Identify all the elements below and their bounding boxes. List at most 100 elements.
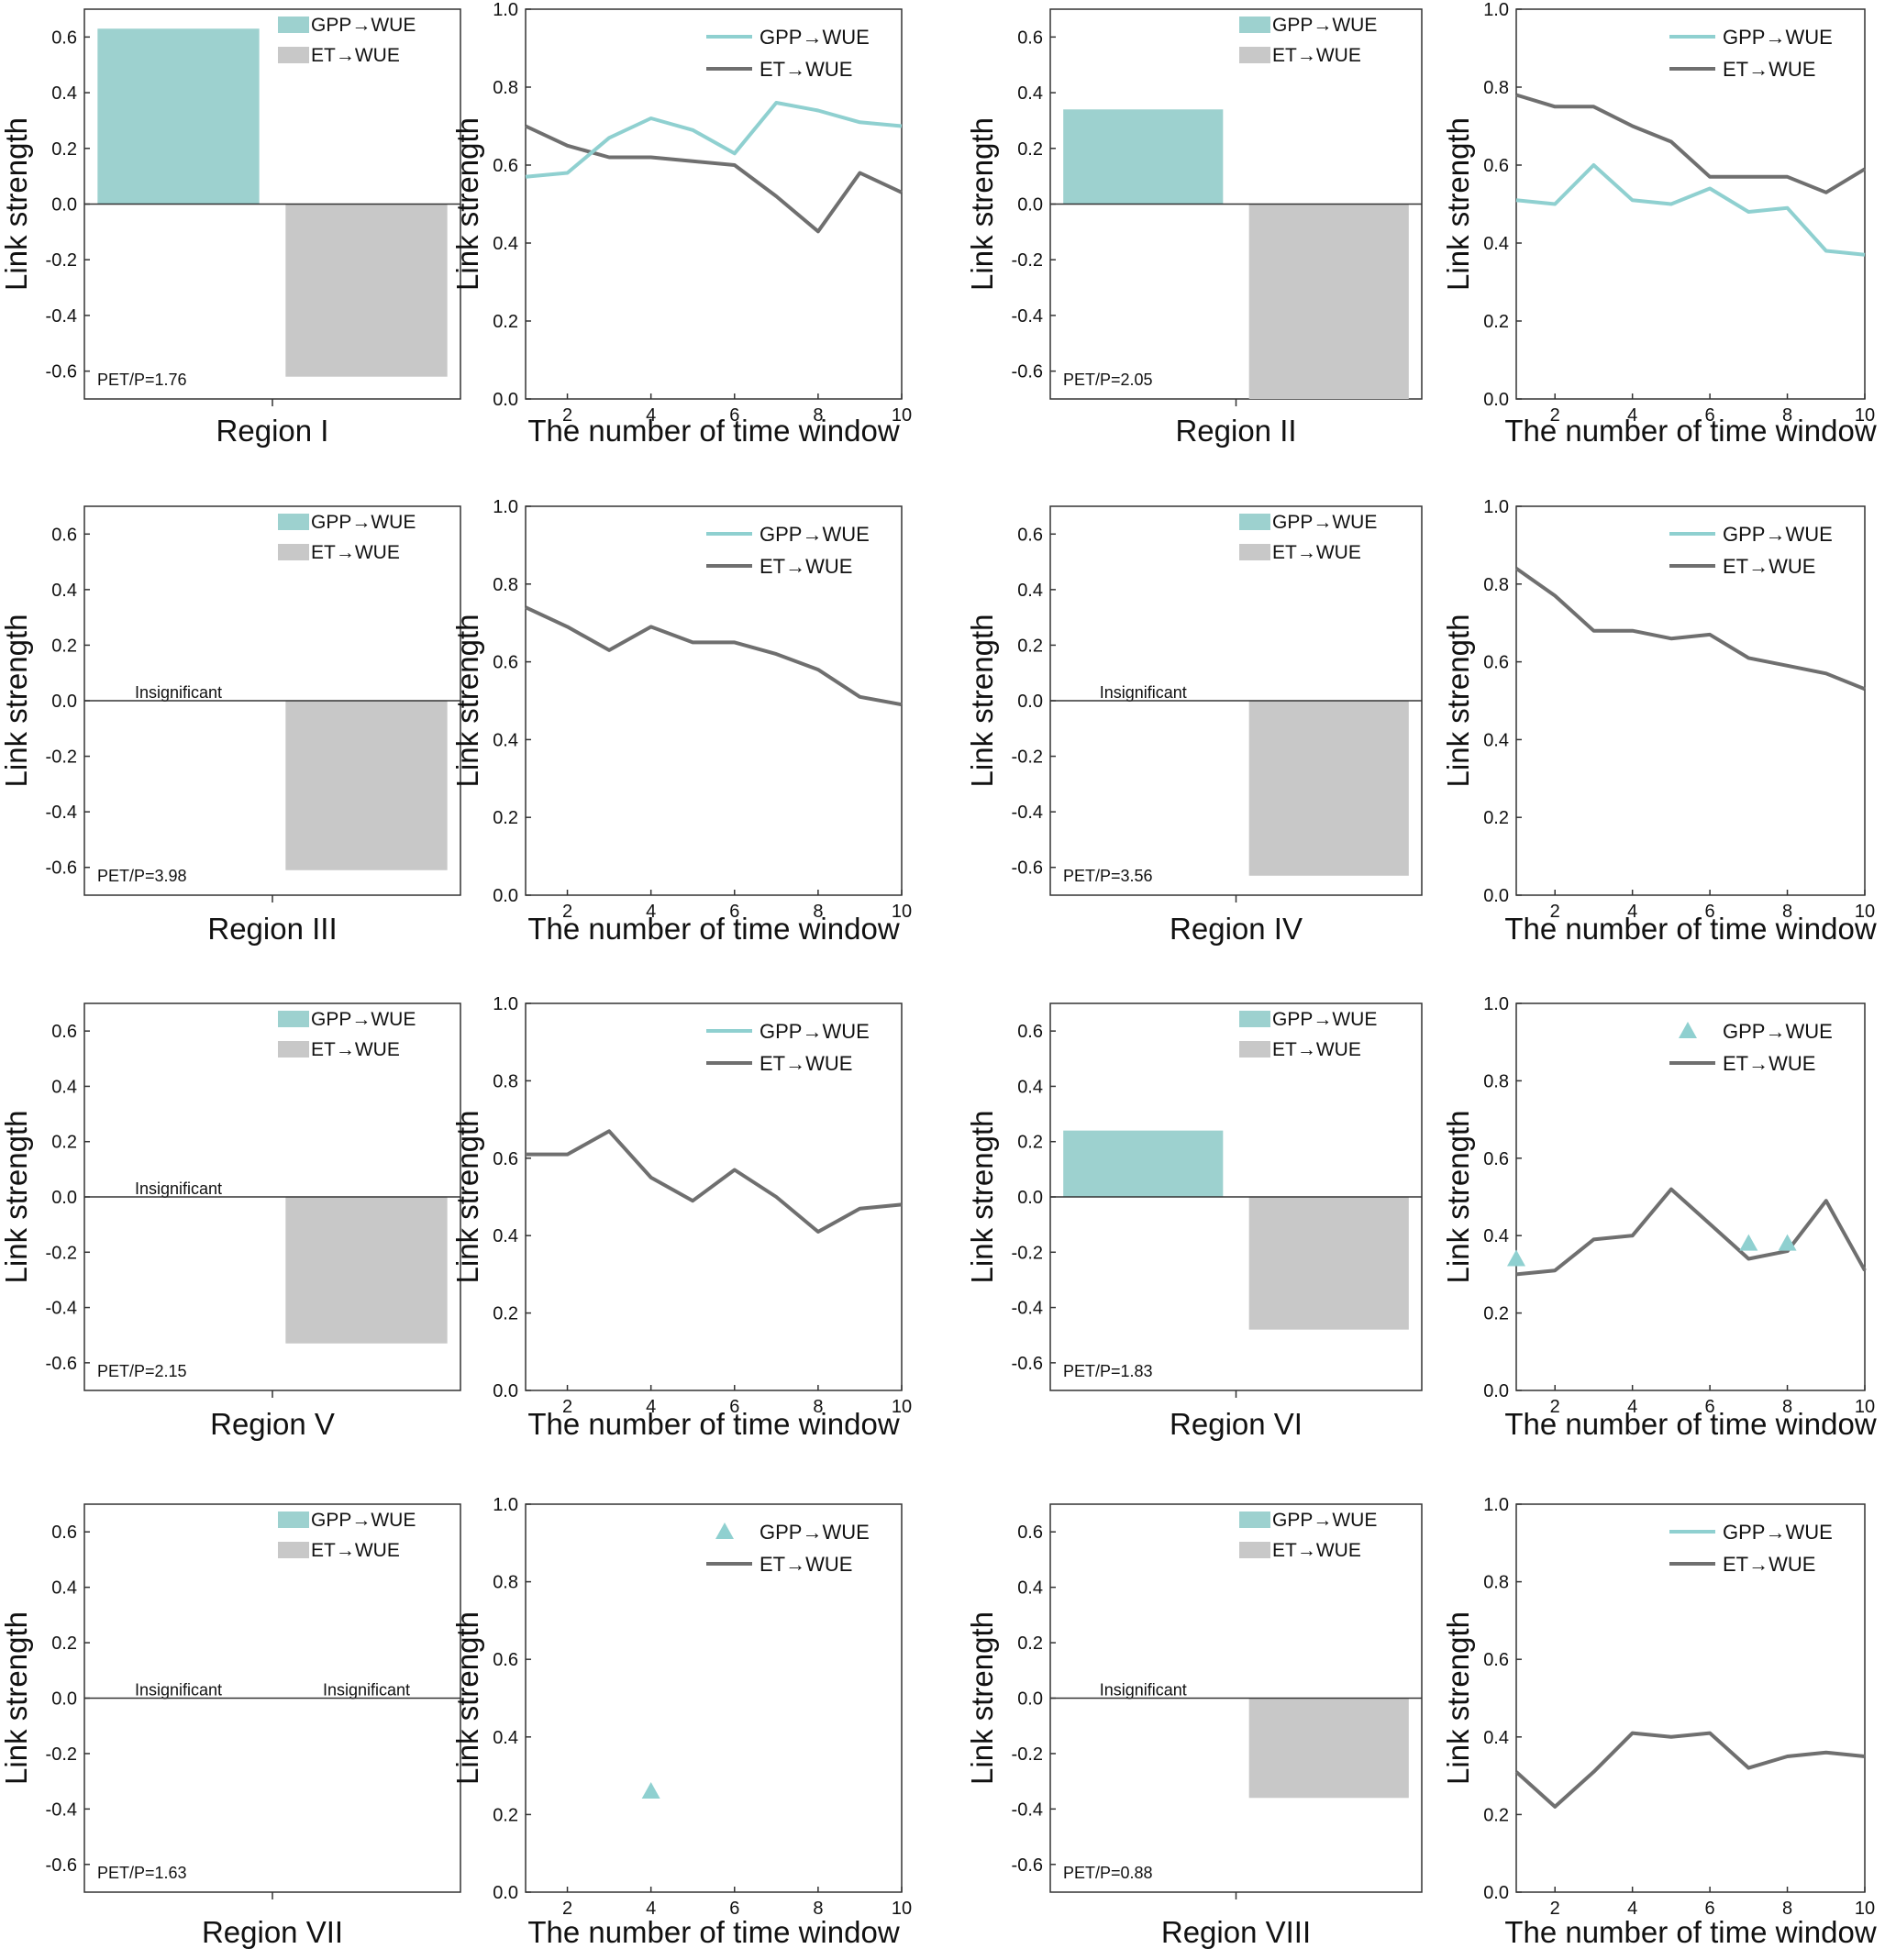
legend-gpp-swatch [1239,1011,1270,1027]
y-axis-label: Link strength [0,615,33,788]
y-tick-label: 0.4 [1483,1728,1509,1748]
y-axis-label: Link strength [1441,117,1475,291]
y-tick-label: 0.6 [1017,1523,1043,1543]
region-title: Region III [207,912,337,946]
legend-gpp-label: GPP→WUE [1272,512,1377,533]
plot-frame [1515,505,1866,896]
y-tick-label: 0.6 [1017,525,1043,545]
legend-gpp-label: GPP→WUE [760,26,870,49]
legend-gpp-label: GPP→WUE [311,1009,416,1030]
r5-line-panel: 0.0 0.2 0.4 0.6 0.8 1.0 2 4 6 8 10 GPP→WUE ET→WUE Lin… [450,994,912,1441]
y-tick-label: 0.2 [1483,1805,1509,1825]
r7-bar-panel: 0.6 0.4 0.2 0.0 -0.2 -0.4 -0.6 Insignificant Ins… [0,1503,461,1949]
legend-gpp-label: GPP→WUE [311,512,416,533]
legend-gpp-label: GPP→WUE [1272,15,1377,36]
insignificant-label: Insignificant [1100,683,1187,702]
x-tick-label: 2 [1550,902,1560,922]
y-tick-label: 0.4 [493,234,518,254]
legend-et-swatch [1239,544,1270,560]
y-tick-label: 0.2 [493,1805,518,1825]
x-tick-label: 2 [562,1899,572,1919]
x-tick-label: 8 [1782,902,1792,922]
x-tick-label: 10 [1855,1397,1875,1417]
insignificant-label: Insignificant [135,683,222,702]
y-tick-label: 0.2 [1017,1633,1043,1654]
r1-line-panel: 0.0 0.2 0.4 0.6 0.8 1.0 2 4 6 8 10 GPP→WUE ET→WUE Lin… [450,0,912,448]
y-tick-label: 0.2 [1483,1304,1509,1324]
y-axis-label: Link strength [450,1611,484,1785]
y-tick-label: -0.6 [1012,362,1043,382]
pet-ratio-label: PET/P=3.56 [1063,867,1153,885]
y-tick-label: 0.4 [493,1728,518,1748]
legend-et-label: ET→WUE [1723,58,1815,81]
x-axis-label: The number of time window [527,1915,900,1949]
y-tick-label: -0.4 [46,1799,77,1820]
y-tick-label: 0.6 [493,1149,518,1169]
y-axis-label: Link strength [0,117,33,291]
et-series-line [1514,1731,1866,1809]
x-tick-label: 2 [1550,405,1560,426]
gpp-bar [97,28,260,205]
pet-ratio-label: PET/P=1.76 [97,371,187,389]
legend-gpp-swatch [278,1512,309,1528]
x-axis-label: The number of time window [1504,1915,1877,1949]
gpp-marker [1778,1234,1797,1251]
r3-bar-panel: 0.6 0.4 0.2 0.0 -0.2 -0.4 -0.6 Insignificant GPP… [0,505,461,946]
x-tick-label: 10 [892,405,912,426]
x-tick-label: 8 [1782,1397,1792,1417]
legend-gpp-label: GPP→WUE [760,523,870,546]
y-tick-label: 0.8 [1483,1071,1509,1091]
et-series-line [1515,1187,1867,1277]
et-bar [1248,701,1409,876]
pet-ratio-label: PET/P=2.15 [97,1362,187,1380]
x-tick-label: 8 [813,902,823,922]
y-tick-label: -0.4 [46,1299,77,1319]
x-tick-label: 6 [1705,902,1715,922]
y-tick-label: 0.4 [1483,730,1509,750]
y-tick-label: 0.4 [1483,1226,1509,1246]
legend-gpp-swatch [1239,17,1270,33]
y-tick-label: 0.6 [1483,653,1509,673]
legend-gpp-label: GPP→WUE [1272,1009,1377,1030]
y-tick-label: 0.6 [1483,1650,1509,1670]
y-tick-label: 0.2 [51,1133,77,1153]
gpp-bar [1063,109,1224,205]
legend-gpp-swatch [278,1011,309,1027]
y-tick-label: -0.6 [46,1855,77,1876]
y-tick-label: 0.8 [1483,575,1509,595]
legend-gpp-swatch [278,514,309,530]
y-tick-label: 0.8 [493,78,518,98]
r1-bar-panel: 0.6 0.4 0.2 0.0 -0.2 -0.4 -0.6 GPP→WUE ET→WUE PET… [0,8,461,448]
y-tick-label: 0.2 [51,139,77,160]
y-tick-label: 1.0 [1483,994,1509,1014]
legend-et-label: ET→WUE [311,1540,400,1561]
y-tick-label: -0.6 [1012,1855,1043,1876]
plot-frame [1515,1002,1866,1391]
gpp-marker [1739,1234,1758,1251]
r8-bar-panel: 0.6 0.4 0.2 0.0 -0.2 -0.4 -0.6 Insignificant GPP… [965,1503,1423,1949]
gpp-series-line [525,101,903,179]
y-tick-label: 0.2 [1483,808,1509,828]
y-axis-label: Link strength [965,615,999,788]
legend-gpp-label: GPP→WUE [1723,1521,1833,1544]
legend-gpp-marker [1679,1022,1697,1038]
r2-bar-panel: 0.6 0.4 0.2 0.0 -0.2 -0.4 -0.6 GPP→WUE ET→WUE PET… [965,8,1423,448]
y-tick-label: 0.2 [1017,636,1043,656]
y-tick-label: 1.0 [493,497,518,517]
y-tick-label: 1.0 [1483,1495,1509,1515]
y-tick-label: 0.2 [51,1633,77,1654]
y-tick-label: 0.0 [51,1689,77,1710]
y-tick-label: 0.4 [1017,581,1043,601]
y-tick-label: -0.6 [46,362,77,382]
legend-et-swatch [278,544,309,560]
y-tick-label: 0.6 [1017,1022,1043,1042]
y-tick-label: -0.2 [1012,250,1043,271]
gpp-bar [1063,1130,1224,1197]
legend-et-swatch [1239,47,1270,63]
x-tick-label: 10 [892,1899,912,1919]
y-tick-label: 0.8 [493,575,518,595]
y-tick-label: 0.4 [51,581,77,601]
y-tick-label: 0.8 [1483,78,1509,98]
y-tick-label: 0.4 [1483,234,1509,254]
x-tick-label: 8 [813,1899,823,1919]
